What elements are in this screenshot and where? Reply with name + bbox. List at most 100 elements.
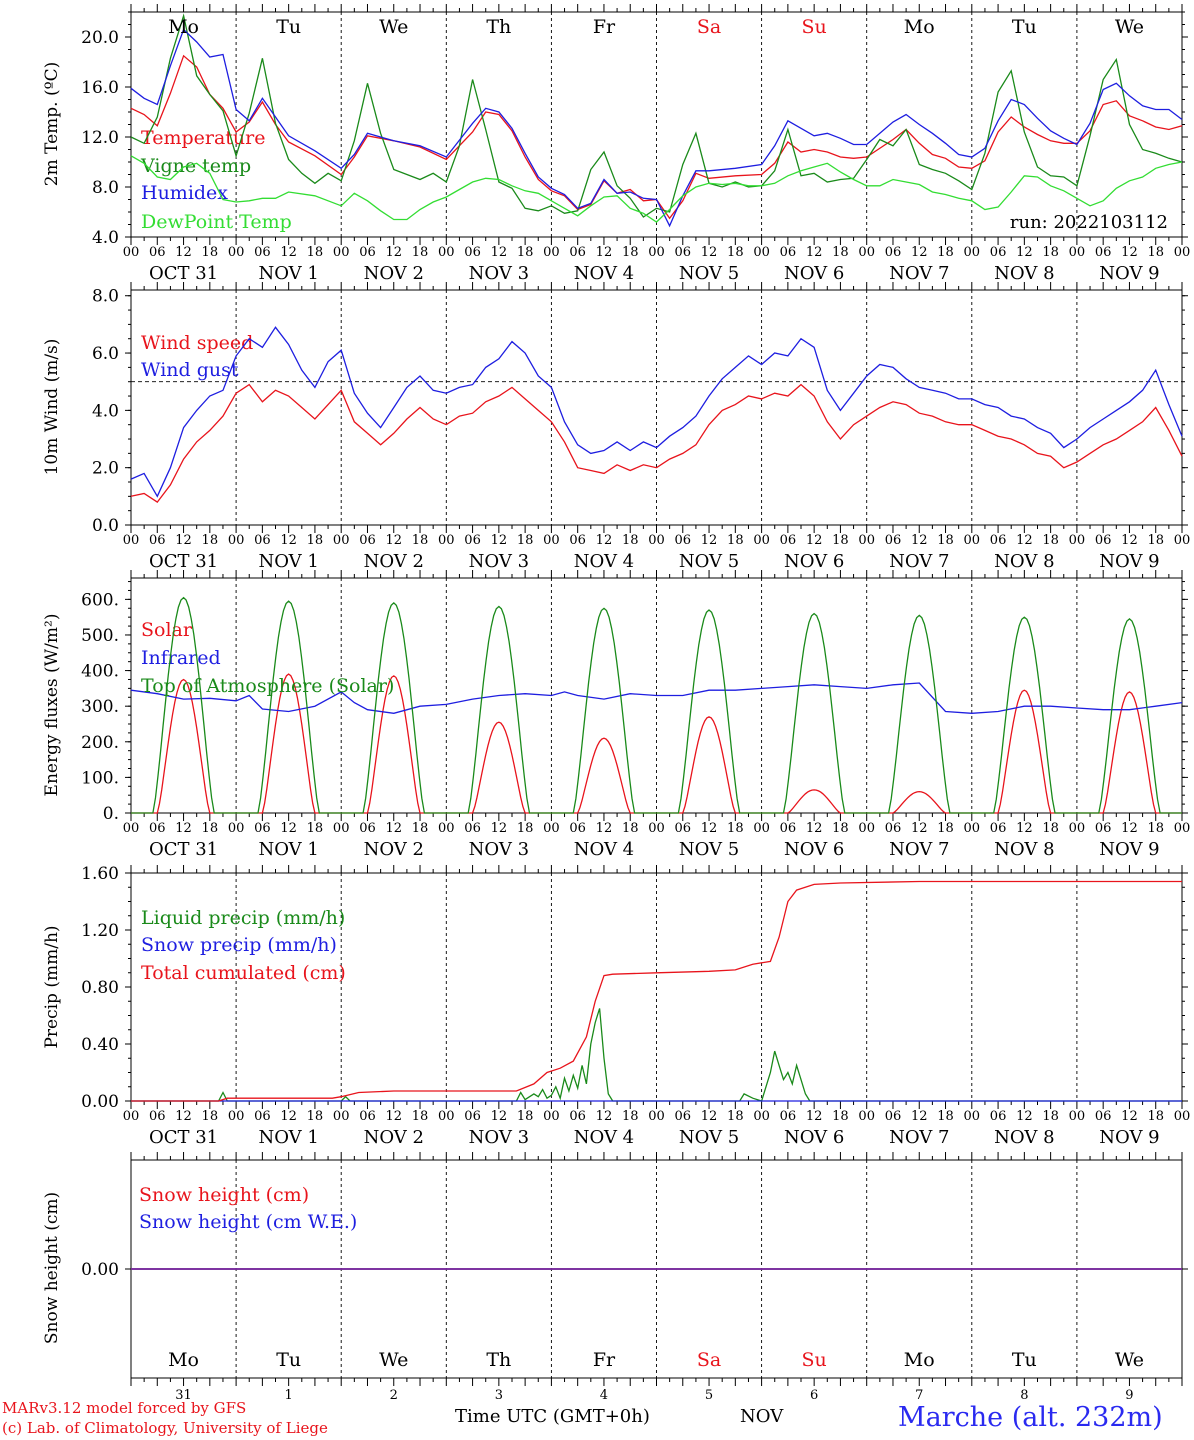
hour-label: 06	[1095, 1109, 1112, 1124]
time-axis-label: Time UTC (GMT+0h)	[455, 1406, 650, 1427]
series-line-blue	[130, 28, 1183, 228]
hour-label: 12	[701, 245, 718, 260]
hour-label: 00	[648, 821, 665, 836]
hour-label: 06	[464, 245, 481, 260]
hour-label: 06	[149, 533, 166, 548]
hour-label: 12	[806, 821, 823, 836]
hour-label: 00	[438, 1109, 455, 1124]
hour-label: 12	[385, 245, 402, 260]
hour-label: 12	[596, 533, 613, 548]
date-label: NOV 2	[364, 551, 424, 572]
hour-label: 12	[1121, 1109, 1138, 1124]
date-label: NOV 8	[994, 839, 1054, 860]
hour-label: 12	[491, 533, 508, 548]
hour-label: 00	[333, 533, 350, 548]
y-tick-label: 4.0	[92, 401, 119, 421]
hour-label: 06	[675, 245, 692, 260]
hour-label: 00	[1174, 821, 1191, 836]
hour-label: 00	[648, 245, 665, 260]
date-label: NOV 9	[1099, 839, 1159, 860]
date-label: NOV 4	[574, 839, 634, 860]
hour-label: 12	[280, 821, 297, 836]
day-number: 4	[600, 1388, 608, 1403]
hour-label: 12	[491, 1109, 508, 1124]
hour-label: 00	[1174, 1109, 1191, 1124]
date-label: NOV 6	[784, 839, 844, 860]
hour-label: 12	[1121, 821, 1138, 836]
hour-label: 06	[1095, 245, 1112, 260]
y-tick-label: 200.	[81, 733, 119, 753]
hour-label: 06	[885, 533, 902, 548]
hour-label: 00	[648, 1109, 665, 1124]
y-tick-label: 0.00	[81, 1092, 119, 1112]
date-label: NOV 3	[469, 1127, 529, 1148]
model-credit: MARv3.12 model forced by GFS	[2, 1399, 247, 1417]
hour-label: 18	[517, 821, 534, 836]
hour-label: 18	[1147, 821, 1164, 836]
day-name-bottom: We	[379, 1349, 408, 1371]
date-label: OCT 31	[149, 1127, 218, 1148]
hour-label: 06	[569, 533, 586, 548]
hour-label: 18	[832, 821, 849, 836]
hour-label: 00	[543, 821, 560, 836]
hour-label: 06	[149, 245, 166, 260]
hour-label: 18	[937, 1109, 954, 1124]
y-tick-label: 0.	[103, 804, 119, 824]
legend-label: DewPoint Temp	[141, 211, 292, 233]
y-tick-label: 20.0	[81, 28, 119, 48]
hour-label: 00	[753, 245, 770, 260]
hour-label: 12	[911, 245, 928, 260]
legend-label: Vigne temp	[140, 155, 251, 177]
hour-label: 06	[359, 533, 376, 548]
date-label: NOV 8	[994, 551, 1054, 572]
hour-label: 12	[911, 821, 928, 836]
date-label: NOV 9	[1099, 1127, 1159, 1148]
hour-label: 12	[385, 821, 402, 836]
y-tick-label: 100.	[81, 768, 119, 788]
hour-label: 18	[727, 821, 744, 836]
hour-label: 06	[569, 245, 586, 260]
hour-label: 06	[780, 821, 797, 836]
date-label: NOV 1	[258, 839, 318, 860]
hour-label: 00	[543, 533, 560, 548]
day-name: Tu	[276, 16, 301, 38]
hour-label: 18	[622, 1109, 639, 1124]
hour-label: 06	[780, 245, 797, 260]
day-number: 3	[495, 1388, 503, 1403]
hour-label: 00	[1069, 821, 1086, 836]
hour-label: 18	[1147, 533, 1164, 548]
hour-label: 18	[937, 821, 954, 836]
hour-label: 00	[438, 533, 455, 548]
hour-label: 18	[517, 1109, 534, 1124]
day-name: Su	[802, 16, 827, 38]
legend-label: Liquid precip (mm/h)	[141, 907, 345, 929]
date-label: NOV 1	[258, 1127, 318, 1148]
hour-label: 06	[780, 1109, 797, 1124]
legend-label: Wind gust	[141, 359, 239, 381]
day-name: Fr	[593, 16, 616, 38]
hour-label: 06	[359, 1109, 376, 1124]
hour-label: 18	[622, 245, 639, 260]
hour-label: 06	[359, 821, 376, 836]
hour-label: 12	[1016, 533, 1033, 548]
hour-label: 00	[1069, 245, 1086, 260]
hour-label: 12	[1121, 533, 1138, 548]
date-label: NOV 4	[574, 551, 634, 572]
y-tick-label: 600.	[81, 590, 119, 610]
hour-label: 00	[858, 245, 875, 260]
hour-label: 06	[885, 821, 902, 836]
hour-label: 00	[228, 533, 245, 548]
y-tick-label: 0.0	[92, 516, 119, 536]
hour-label: 00	[333, 1109, 350, 1124]
hour-label: 00	[858, 1109, 875, 1124]
date-label: NOV 4	[574, 263, 634, 284]
hour-label: 00	[333, 821, 350, 836]
y-axis-label: 10m Wind (m/s)	[42, 339, 62, 476]
hour-label: 18	[1042, 821, 1059, 836]
hour-label: 18	[202, 533, 219, 548]
hour-label: 18	[202, 821, 219, 836]
hour-label: 18	[832, 1109, 849, 1124]
date-label: NOV 5	[679, 551, 739, 572]
y-tick-label: 0.80	[81, 978, 119, 998]
day-number: 1	[285, 1388, 293, 1403]
